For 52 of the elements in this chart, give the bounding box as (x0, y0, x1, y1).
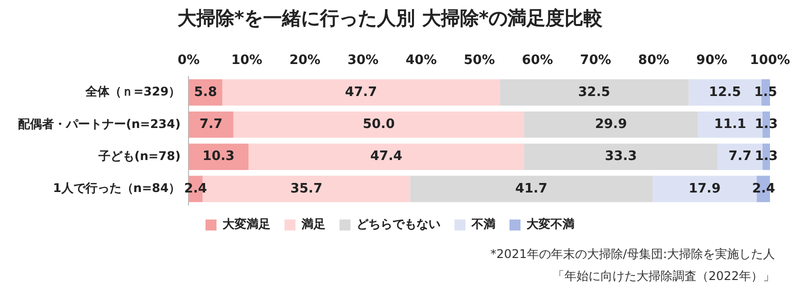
x-tick-label: 40% (406, 52, 437, 68)
bar (524, 111, 698, 138)
text: 1.3 (754, 117, 778, 132)
x-tick-label: 10% (231, 52, 262, 68)
text: 7.7 (199, 117, 223, 132)
text: 1.3 (754, 149, 778, 164)
text: 33.3 (604, 149, 637, 164)
text: 35.7 (290, 181, 322, 196)
legend-label: 満足 (300, 217, 326, 232)
legend-label: どちらでもない (356, 217, 440, 232)
text: 12.5 (708, 84, 741, 100)
bar (222, 79, 500, 106)
x-tick-label: 30% (347, 52, 379, 68)
text: 「年始に向けた大掃除調査（2022年）」 (552, 269, 775, 284)
text: 2.4 (184, 181, 208, 196)
text: 11.1 (714, 117, 746, 132)
bar (188, 144, 248, 170)
x-tick-label: 80% (638, 52, 670, 68)
legend-label: 不満 (470, 217, 496, 232)
bar (410, 176, 653, 202)
text: 29.9 (594, 117, 628, 132)
y-tick-label: 子ども(n=78) (97, 148, 181, 163)
x-tick-label: 0% (178, 52, 200, 68)
text: 50.0 (362, 117, 395, 132)
text: 32.5 (578, 84, 610, 100)
text: 47.7 (344, 84, 378, 100)
bar (524, 144, 718, 170)
x-tick-label: 50% (464, 52, 495, 68)
legend-label: 大変満足 (222, 217, 270, 232)
chart-title: 大掃除*を一緒に行った人別 大掃除*の満足度比較 (177, 7, 604, 30)
y-tick-label: 配偶者・パートナー(n=234) (18, 116, 181, 131)
bar (248, 144, 524, 170)
legend-label: 大変不満 (526, 217, 574, 232)
text: 17.9 (688, 181, 721, 196)
y-tick-label: 1人で行った（n=84） (52, 181, 181, 196)
text: 7.7 (728, 149, 752, 164)
y-tick-label: 全体（ｎ=329） (84, 84, 181, 99)
text: 1.5 (754, 84, 778, 100)
bar (233, 111, 524, 138)
text: 10.3 (202, 149, 235, 164)
x-tick-label: 70% (580, 52, 612, 68)
bar (500, 79, 689, 106)
text: 41.7 (515, 181, 548, 196)
bar (188, 111, 234, 138)
x-tick-label: 20% (289, 52, 320, 68)
x-tick-label: 100% (750, 52, 790, 68)
x-tick-label: 90% (696, 52, 728, 68)
x-tick-label: 60% (522, 52, 554, 68)
text: 2.4 (752, 181, 776, 196)
text: 5.8 (194, 84, 217, 100)
text: *2021年の年末の大掃除/母集団:大掃除を実施した人 (490, 247, 775, 262)
text: 47.4 (370, 149, 402, 164)
